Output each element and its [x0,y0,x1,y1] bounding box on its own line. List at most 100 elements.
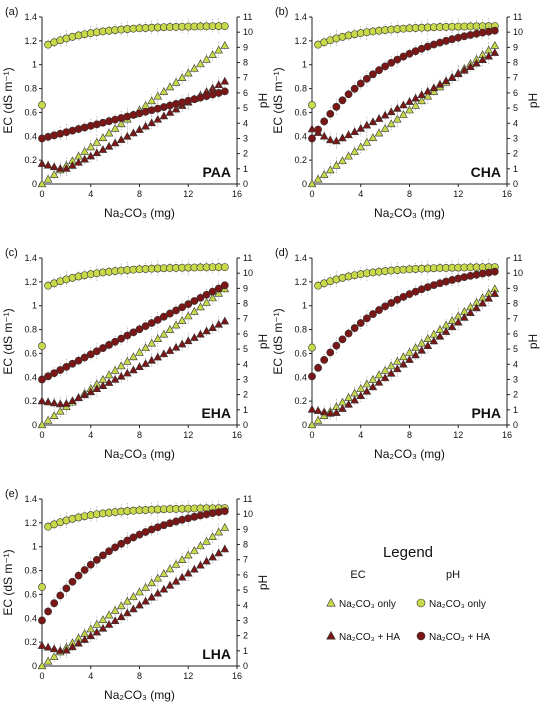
data-point [80,390,89,399]
series-ec_ha [37,76,230,177]
data-point [307,124,317,133]
data-point [49,398,59,407]
y-left-tick-label: 0.2 [24,637,37,647]
data-point [165,108,175,116]
y-right-tick-label: 8 [243,540,248,550]
data-point [104,610,114,619]
data-point [478,298,487,307]
y-right-tick-label: 6 [513,329,518,339]
ha-label: PAA [202,164,231,180]
legend-marker-triangle [326,597,336,607]
data-point [220,87,229,96]
data-point [362,314,371,323]
data-point [338,96,347,105]
x-tick-label: 4 [358,430,363,440]
data-point [344,130,353,139]
data-point [117,334,126,343]
data-point [356,391,366,400]
y-right-tick-label: 6 [243,570,248,580]
y-left-tick-label: 0.6 [24,589,37,599]
y-left-tick-label: 1.2 [24,518,37,528]
y-right-tick-label: 3 [513,133,518,143]
y-left-axis-title: EC (dS m⁻¹) [1,67,15,133]
data-point [220,507,229,516]
data-point [38,101,46,109]
data-point [116,361,126,370]
data-point [110,365,120,374]
data-point [147,118,156,127]
data-point [332,341,341,350]
data-point [338,404,347,412]
data-point [123,596,132,605]
y-left-tick-label: 0.6 [24,107,37,117]
data-point [123,536,132,545]
data-point [123,368,132,377]
data-point [123,331,132,340]
data-point [338,133,347,142]
data-point [147,319,156,327]
series-ph_ha [308,23,499,143]
x-axis-title: Na₂CO₃ (mg) [104,447,175,461]
data-point [381,302,390,311]
data-point [356,319,365,327]
data-point [386,368,396,377]
data-point [362,137,372,146]
data-point [129,604,138,613]
data-point [411,100,420,109]
data-point [184,300,193,309]
data-point [490,48,500,56]
data-point [183,311,193,320]
data-point [325,135,335,144]
data-point [490,41,500,49]
y-right-tick-label: 2 [243,390,248,400]
data-point [104,378,114,386]
data-point [393,364,402,373]
y-right-tick-label: 0 [513,179,518,189]
data-point [153,334,163,342]
legend-marker-circle [416,631,426,641]
data-point [313,406,323,414]
y-left-tick-label: 0.6 [24,348,37,358]
data-point [308,372,316,381]
y-right-tick-label: 9 [513,42,518,52]
y-left-tick-label: 0.2 [294,155,307,165]
data-point [165,325,175,333]
x-tick-label: 12 [183,430,193,440]
y-left-tick-label: 0.8 [24,84,37,94]
data-point [86,350,95,359]
data-point [374,114,384,122]
data-point [74,571,83,580]
data-point [123,131,132,140]
data-point [220,316,230,325]
data-point [37,661,47,670]
data-point [55,406,65,415]
y-right-tick-label: 5 [243,103,248,113]
x-axis-title: Na₂CO₃ (mg) [374,206,445,220]
legend-column-ec: EC [350,569,365,581]
data-point [177,555,187,564]
series-ph_only [38,500,229,591]
data-point [92,148,102,157]
data-point [190,564,199,573]
y-left-tick-label: 0 [32,661,37,671]
data-point [49,411,59,420]
data-point [80,566,89,574]
y-left-axis-title: EC (dS m⁻¹) [271,308,285,374]
data-point [344,399,353,408]
x-tick-label: 16 [502,189,512,199]
y-left-tick-label: 0 [32,179,37,189]
y-right-tick-label: 6 [513,88,518,98]
legend: Legend EC pH Na₂CO₃ only Na₂CO₃ + HA Na₂CO₃ o… [326,544,490,643]
data-point [196,302,205,311]
data-point [417,345,426,354]
data-point [375,306,383,314]
data-point [135,347,144,356]
data-point [387,58,396,67]
data-point [99,344,107,352]
data-point [159,329,169,338]
y-right-tick-label: 2 [243,149,248,159]
y-left-tick-label: 1 [32,301,37,311]
data-point [369,70,377,79]
data-point [99,551,107,560]
